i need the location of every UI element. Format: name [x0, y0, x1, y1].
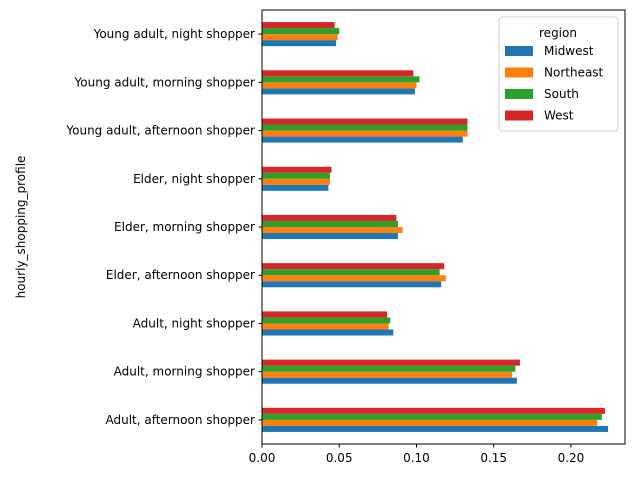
bar-northeast-2 [262, 323, 389, 330]
bar-midwest-2 [262, 329, 394, 336]
legend-swatch-northeast [505, 67, 533, 78]
bar-west-5 [262, 166, 332, 173]
legend-swatch-south [505, 89, 533, 99]
legend-label-west: West [544, 109, 574, 123]
y-tick-label: Adult, morning shopper [114, 365, 255, 379]
bar-northeast-8 [262, 34, 338, 41]
legend-label-south: South [544, 87, 579, 101]
bar-south-3 [262, 269, 440, 276]
bars-group [262, 22, 609, 432]
legend-swatch-west [505, 110, 533, 121]
bar-west-0 [262, 407, 605, 414]
bar-south-5 [262, 172, 330, 179]
bar-south-6 [262, 124, 468, 131]
bar-northeast-1 [262, 371, 513, 378]
legend-items: Midwest Northeast South West [505, 44, 604, 123]
y-tick-label: Adult, afternoon shopper [105, 413, 255, 427]
y-ticks-group: Adult, afternoon shopper Adult, morning s… [65, 27, 262, 427]
y-tick-label: Young adult, night shopper [93, 27, 255, 41]
y-tick-label: Elder, afternoon shopper [106, 268, 255, 282]
bar-northeast-5 [262, 178, 330, 185]
bar-south-4 [262, 220, 398, 227]
bar-south-8 [262, 28, 340, 35]
bar-northeast-4 [262, 227, 403, 234]
bar-midwest-0 [262, 425, 609, 432]
y-tick-label: Elder, night shopper [133, 172, 255, 186]
x-tick-label: 0.20 [558, 451, 585, 465]
legend-label-northeast: Northeast [544, 66, 604, 80]
y-tick-label: Elder, morning shopper [114, 220, 255, 234]
legend-box [498, 16, 619, 132]
x-tick-label: 0.10 [403, 451, 430, 465]
bar-west-1 [262, 359, 520, 366]
bar-south-7 [262, 76, 420, 83]
bar-west-2 [262, 311, 388, 318]
bar-west-4 [262, 214, 397, 221]
y-axis-label: hourly_shopping_profile [14, 156, 28, 299]
legend-label-midwest: Midwest [544, 44, 594, 58]
bar-northeast-6 [262, 130, 468, 137]
bar-midwest-5 [262, 184, 329, 191]
legend-title: region [539, 26, 577, 40]
bar-northeast-3 [262, 275, 446, 282]
bar-west-3 [262, 263, 445, 270]
bar-northeast-7 [262, 82, 417, 89]
bar-midwest-3 [262, 281, 442, 288]
x-tick-label: 0.05 [326, 451, 353, 465]
bar-midwest-7 [262, 88, 415, 95]
bar-south-2 [262, 317, 391, 324]
bar-midwest-1 [262, 377, 517, 384]
bar-midwest-6 [262, 136, 463, 143]
x-tick-label: 0.15 [480, 451, 507, 465]
bar-west-7 [262, 70, 414, 77]
bar-west-8 [262, 22, 335, 29]
bar-south-0 [262, 413, 602, 420]
legend-swatch-midwest [505, 46, 533, 56]
y-tick-label: Young adult, morning shopper [74, 75, 256, 89]
y-tick-label: Young adult, afternoon shopper [65, 124, 255, 138]
y-tick-label: Adult, night shopper [133, 316, 255, 330]
x-tick-label: 0.00 [249, 451, 276, 465]
bar-midwest-4 [262, 233, 398, 240]
plot-frame [261, 9, 626, 445]
bar-northeast-0 [262, 419, 598, 426]
legend: region Midwest Northeast South West [498, 16, 619, 132]
bar-south-1 [262, 365, 516, 372]
x-ticks-group: 0.00 0.05 0.10 0.15 0.20 [249, 444, 585, 465]
bar-west-6 [262, 118, 468, 125]
bar-midwest-8 [262, 40, 337, 47]
